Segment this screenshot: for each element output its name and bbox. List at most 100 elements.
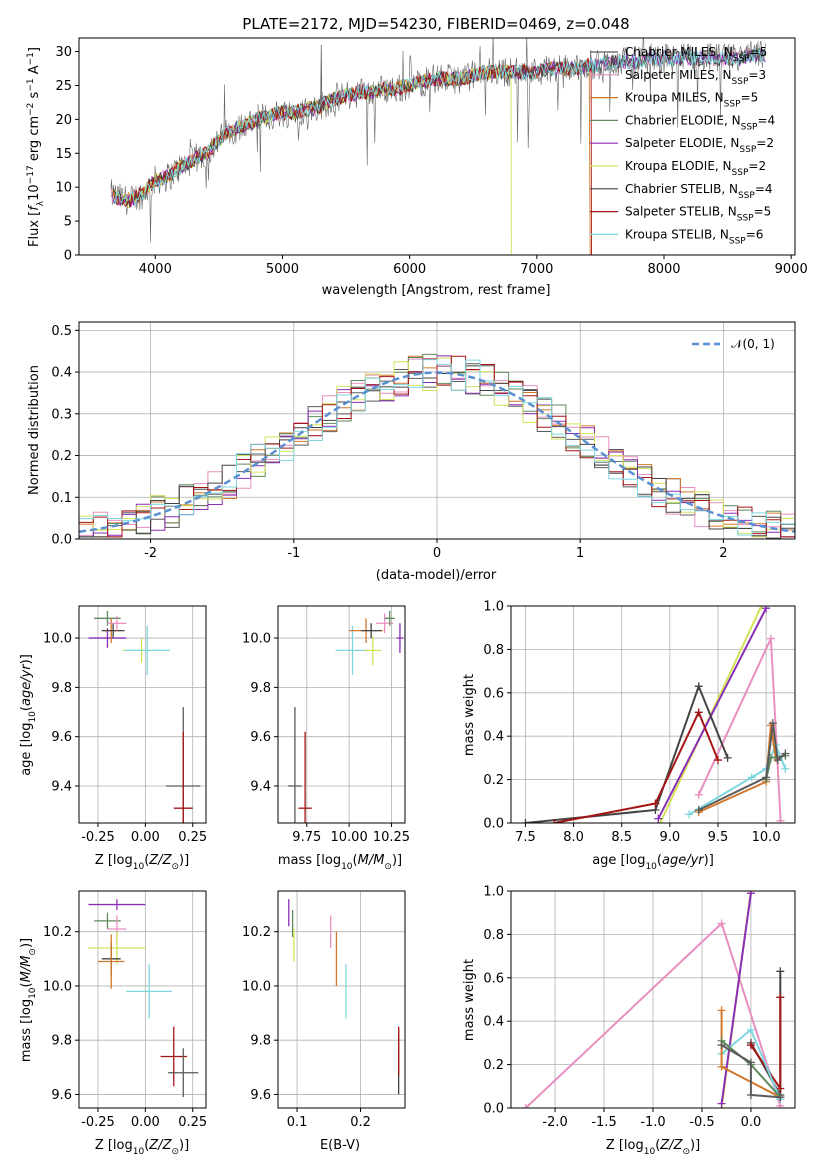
mass-weight-vs-metallicity-ytick-label: 0.6 — [483, 971, 504, 986]
model-spectrum — [113, 48, 766, 207]
age-vs-mass-frame — [277, 605, 406, 824]
series-marker — [550, 819, 559, 823]
age-vs-mass-ytick-label: 9.6 — [250, 730, 271, 745]
mass-weight-vs-metallicity-ytick-label: 1.0 — [483, 885, 504, 900]
mass-weight-vs-age-xtick-label: 7.5 — [515, 830, 536, 845]
series-marker — [717, 919, 726, 928]
series-line — [750, 997, 782, 1092]
residual-histogram-ytick-label: 0.4 — [51, 366, 72, 381]
age-vs-metallicity-xlabel: Z [log10(Z/Z⊙)] — [95, 853, 189, 872]
mass-weight-vs-age-ytick-label: 0.2 — [483, 773, 504, 788]
series-line — [657, 607, 767, 820]
age-vs-metallicity-ytick-label: 9.6 — [51, 730, 72, 745]
mass-weight-vs-metallicity-ylabel: mass weight — [462, 959, 477, 1041]
mass-weight-vs-metallicity-xtick-label: 0.0 — [741, 1115, 762, 1130]
series-marker — [746, 1058, 755, 1067]
age-vs-metallicity-xtick-label: -0.25 — [81, 830, 115, 845]
series-marker — [521, 1104, 530, 1108]
series-line — [554, 709, 719, 823]
series-marker — [717, 1099, 726, 1108]
residual-histogram-ytick-label: 0.5 — [51, 324, 72, 339]
mass-vs-extinction-ytick-label: 10.2 — [242, 925, 271, 940]
mass-weight-vs-metallicity-xtick-label: -1.0 — [640, 1115, 665, 1130]
figure-title: PLATE=2172, MJD=54230, FIBERID=0469, z=0… — [242, 15, 629, 33]
residual-histogram-xtick-label: 1 — [576, 546, 584, 561]
spectrum-xtick-label: 7000 — [520, 262, 553, 277]
mass-vs-extinction-xlabel: E(B-V) — [320, 1138, 360, 1153]
mass-weight-vs-age-plot-area — [521, 606, 790, 823]
series-marker — [766, 634, 775, 643]
mass-weight-vs-age-frame — [510, 605, 796, 824]
mass-vs-extinction-ytick-label: 9.8 — [250, 1034, 271, 1049]
mass-weight-vs-age-xtick-label: 8.0 — [563, 830, 584, 845]
spectrum-xlabel: wavelength [Angstrom, rest frame] — [322, 283, 551, 298]
mass-weight-vs-age-ytick-label: 0.4 — [483, 730, 504, 745]
mass-weight-vs-metallicity-xtick-label: -0.5 — [689, 1115, 714, 1130]
mass-weight-vs-metallicity-panel: -2.0 -1.5 -1.0 -0.5 0.0 0.0 0.2 0.4 0.6 0.8 1.0 Z [… — [462, 885, 796, 1157]
age-vs-metallicity-ytick-label: 9.4 — [51, 780, 72, 795]
mass-weight-vs-metallicity-ytick-label: 0.4 — [483, 1015, 504, 1030]
mass-vs-metallicity-xlabel: Z [log10(Z/Z⊙)] — [95, 1138, 189, 1157]
spectrum-ytick-label: 20 — [55, 113, 72, 128]
spectrum-legend: Chabrier MILES, NSSP=5 Salpeter MILES, NS… — [590, 45, 775, 246]
series-marker — [773, 756, 782, 765]
histogram-xlabel: (data-model)/error — [376, 568, 497, 583]
mass-weight-vs-metallicity-xtick-label: -1.5 — [591, 1115, 616, 1130]
series-marker — [717, 1062, 726, 1071]
residual-histogram-ytick-label: 0.1 — [51, 491, 72, 506]
spectrum-xtick-label: 6000 — [393, 262, 426, 277]
legend-label: 𝒩(0, 1) — [731, 337, 775, 351]
spectrum-ytick-label: 10 — [55, 181, 72, 196]
series-line — [721, 1044, 781, 1099]
legend-label: Chabrier MILES, NSSP=5 — [625, 45, 767, 64]
mass-vs-extinction-xtick-label: 0.2 — [350, 1115, 371, 1130]
series-marker — [776, 1084, 785, 1093]
mass-weight-vs-metallicity-xtick-label: -2.0 — [542, 1115, 567, 1130]
mass-vs-metallicity-plot-area — [88, 899, 199, 1098]
mass-weight-vs-age-xtick-label: 8.5 — [611, 830, 632, 845]
mass-vs-extinction-plot-area — [288, 899, 400, 1095]
series-marker — [768, 719, 777, 728]
mass-vs-metallicity-xtick-label: 0.25 — [178, 1115, 207, 1130]
series-marker — [746, 891, 755, 898]
series-marker — [694, 790, 703, 799]
spectrum-panel: 4000 5000 6000 7000 8000 9000 0 5 10 15 20 25 30 Chab… — [26, 37, 808, 298]
series-marker — [762, 606, 771, 613]
mass-vs-metallicity-panel: -0.25 0.00 0.25 9.6 9.8 10.0 10.2 Z [log10(Z/Z⊙… — [19, 890, 207, 1157]
series-marker — [757, 606, 766, 610]
spectrum-ytick-label: 30 — [55, 45, 72, 60]
spectrum-xtick-label: 4000 — [139, 262, 172, 277]
mass-vs-metallicity-xtick-label: -0.25 — [81, 1115, 115, 1130]
emission-line — [320, 44, 323, 113]
series-marker — [651, 799, 660, 808]
mass-weight-vs-age-xtick-label: 9.5 — [708, 830, 729, 845]
residual-histogram-ytick-label: 0.0 — [51, 533, 72, 548]
model-spectrum — [113, 57, 592, 255]
legend-label: Chabrier ELODIE, NSSP=4 — [625, 113, 775, 132]
spectrum-ytick-label: 5 — [64, 215, 72, 230]
spectrum-xtick-label: 5000 — [266, 262, 299, 277]
age-vs-mass-ytick-label: 10.0 — [242, 632, 271, 647]
age-vs-mass-ytick-label: 9.4 — [250, 780, 271, 795]
age-vs-metallicity-ytick-label: 9.8 — [51, 681, 72, 696]
series-marker — [654, 814, 663, 823]
mass-weight-vs-metallicity-xlabel: Z [log10(Z/Z⊙)] — [606, 1138, 700, 1157]
mass-vs-metallicity-ylabel: mass [log10(M/M⊙)] — [19, 938, 38, 1062]
age-vs-mass-plot-area — [288, 610, 404, 823]
mass-weight-vs-age-ytick-label: 0.0 — [483, 817, 504, 832]
mass-weight-vs-age-ytick-label: 0.8 — [483, 643, 504, 658]
series-marker — [713, 756, 722, 765]
series-marker — [776, 993, 785, 1002]
series-marker — [685, 810, 694, 819]
residual-histogram-panel: -2 -1 0 1 2 0.0 0.1 0.2 0.3 0.4 0.5 𝒩(0, 1) (data-mo… — [27, 321, 796, 583]
mass-vs-extinction-ytick-label: 9.6 — [250, 1088, 271, 1103]
histogram-ylabel: Normed distribution — [27, 365, 42, 495]
age-vs-mass-xlabel: mass [log10(M/M⊙)] — [278, 853, 402, 872]
age-vs-metallicity-ytick-label: 10.0 — [43, 632, 72, 647]
series-marker — [781, 764, 790, 773]
mass-vs-extinction-panel: 0.1 0.2 9.6 9.8 10.0 10.2 E(B-V) — [242, 890, 406, 1153]
mass-weight-vs-age-xtick-label: 10.0 — [752, 830, 781, 845]
age-vs-metallicity-panel: -0.25 0.00 0.25 9.4 9.6 9.8 10.0 Z [log10(Z/Z⊙)… — [19, 605, 207, 872]
mass-weight-vs-metallicity-ytick-label: 0.8 — [483, 928, 504, 943]
mass-vs-extinction-xtick-label: 0.1 — [287, 1115, 308, 1130]
